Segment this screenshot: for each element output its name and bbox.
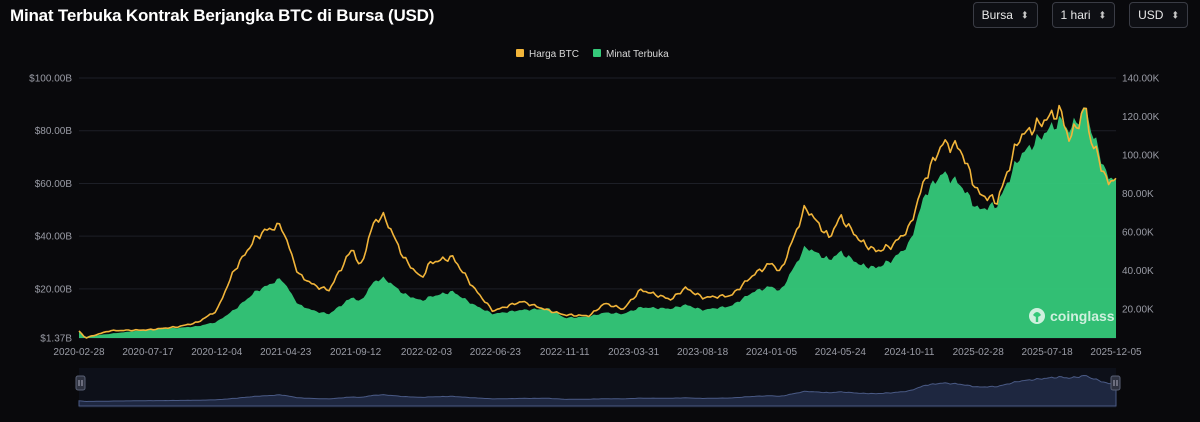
updown-chevron-icon: ⬍ — [1020, 8, 1029, 20]
y-right-tick-label: 140.00K — [1122, 74, 1160, 85]
y-left-tick-label: $80.00B — [35, 126, 73, 137]
exchange-select-label: Bursa — [981, 8, 1013, 22]
page-title: Minat Terbuka Kontrak Berjangka BTC di B… — [10, 6, 435, 25]
x-tick-label: 2024-10-11 — [884, 347, 935, 358]
x-tick-label: 2023-08-18 — [677, 347, 729, 358]
btc-price-line — [78, 104, 1117, 339]
y-left-tick-label: $100.00B — [29, 74, 72, 85]
x-tick-label: 2020-07-17 — [122, 347, 174, 358]
legend-item-oi[interactable]: Minat Terbuka — [593, 49, 669, 60]
y-right-tick-label: 60.00K — [1122, 228, 1154, 239]
x-tick-label: 2022-02-03 — [401, 347, 453, 358]
currency-select-label: USD — [1138, 8, 1164, 22]
y-left-tick-label: $60.00B — [35, 179, 73, 190]
x-tick-label: 2023-03-31 — [608, 347, 660, 358]
x-tick-label: 2021-09-12 — [330, 347, 382, 358]
x-axis: 2020-02-28 2020-07-17 2020-12-04 2021-04-23… — [53, 347, 1142, 358]
range-navigator — [75, 368, 1121, 408]
legend-item-price[interactable]: Harga BTC — [516, 49, 579, 60]
navigator-handle-right[interactable] — [1110, 375, 1121, 391]
x-tick-label: 2022-06-23 — [470, 347, 522, 358]
interval-select-label: 1 hari — [1060, 8, 1091, 22]
currency-select[interactable]: USD ⬍ — [1129, 2, 1188, 28]
exchange-select[interactable]: Bursa ⬍ — [972, 2, 1038, 28]
legend-swatch-price — [516, 49, 524, 57]
legend: Harga BTC Minat Terbuka — [516, 49, 669, 60]
coinglass-logo-icon — [1029, 308, 1045, 324]
watermark: coinglass — [1029, 308, 1115, 324]
open-interest-series — [79, 107, 1116, 338]
y-right-tick-label: 20.00K — [1122, 305, 1154, 316]
interval-select[interactable]: 1 hari ⬍ — [1051, 2, 1116, 28]
chart-controls: Bursa ⬍ 1 hari ⬍ USD ⬍ — [972, 2, 1188, 28]
x-tick-label: 2025-12-05 — [1090, 347, 1142, 358]
y-right-tick-label: 80.00K — [1122, 189, 1154, 200]
y-left-tick-label: $20.00B — [35, 284, 73, 295]
legend-swatch-oi — [593, 49, 601, 57]
x-tick-label: 2021-04-23 — [260, 347, 312, 358]
watermark-text: coinglass — [1050, 308, 1115, 324]
x-tick-label: 2025-07-18 — [1022, 347, 1074, 358]
left-y-axis: $1.37B $20.00B $40.00B $60.00B $80.00B $100.0… — [29, 74, 72, 345]
x-tick-label: 2020-02-28 — [53, 347, 105, 358]
y-left-tick-label: $1.37B — [40, 334, 72, 345]
x-tick-label: 2024-05-24 — [815, 347, 867, 358]
open-interest-area — [79, 107, 1116, 338]
navigator-area — [78, 374, 1117, 407]
x-tick-label: 2024-01-05 — [746, 347, 798, 358]
right-y-axis: 20.00K 40.00K 60.00K 80.00K 100.00K 120.00K 14… — [1122, 74, 1160, 316]
y-right-tick-label: 120.00K — [1122, 112, 1160, 123]
legend-label-price: Harga BTC — [529, 49, 579, 60]
legend-label-oi: Minat Terbuka — [606, 49, 669, 60]
y-left-tick-label: $40.00B — [35, 232, 73, 243]
y-right-tick-label: 40.00K — [1122, 266, 1154, 277]
x-tick-label: 2025-02-28 — [953, 347, 1005, 358]
updown-chevron-icon: ⬍ — [1098, 8, 1107, 20]
y-right-tick-label: 100.00K — [1122, 151, 1160, 162]
x-tick-label: 2020-12-04 — [191, 347, 243, 358]
updown-chevron-icon: ⬍ — [1171, 8, 1179, 20]
btc-price-series — [78, 104, 1117, 339]
x-tick-label: 2022-11-11 — [540, 347, 590, 358]
navigator-handle-left[interactable] — [75, 375, 86, 391]
